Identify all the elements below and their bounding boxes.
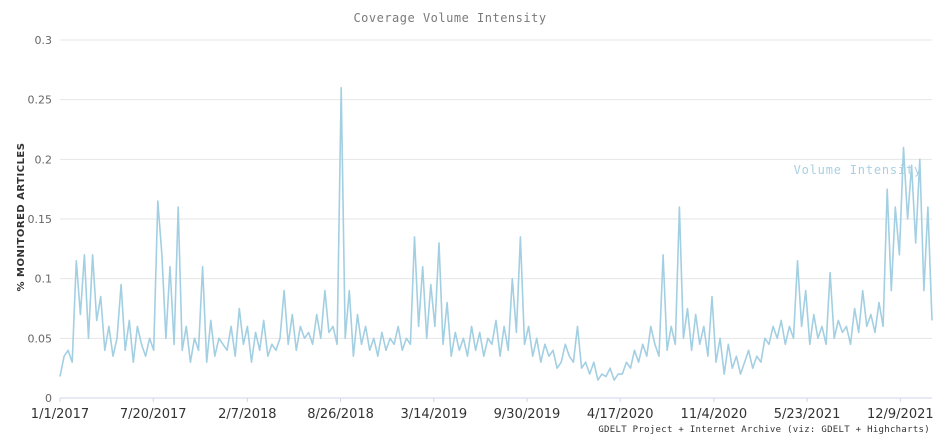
y-tick-label: 0.1 [35,273,53,286]
x-tick-label: 1/1/2017 [31,407,89,422]
x-tick-label: 4/17/2020 [587,407,654,422]
y-tick-label: 0 [45,392,52,405]
chart-title: Coverage Volume Intensity [353,11,546,25]
x-tick-label: 5/23/2021 [774,407,841,422]
x-tick-label: 12/9/2021 [867,407,934,422]
y-tick-label: 0.2 [35,153,53,166]
series-line-volume-intensity [59,86,933,381]
x-tick-label: 11/4/2020 [681,407,748,422]
y-axis-title: % MONITORED ARTICLES [16,143,27,292]
y-tick-label: 0.25 [28,94,53,107]
x-tick-label: 2/7/2018 [218,407,276,422]
series-label-volume-intensity: Volume Intensity [794,163,922,177]
x-tick-label: 8/26/2018 [307,407,374,422]
y-tick-label: 0.15 [28,213,53,226]
chart-credits: GDELT Project + Internet Archive (viz: G… [598,425,930,435]
y-tick-label: 0.05 [28,332,53,345]
x-tick-label: 7/20/2017 [120,407,187,422]
x-tick-label: 9/30/2019 [494,407,561,422]
y-tick-label: 0.3 [35,34,53,47]
x-axis-ticks: 1/1/2017 7/20/2017 2/7/2018 8/26/2018 3/14/2… [31,398,934,422]
y-axis-ticks: 0 0.05 0.1 0.15 0.2 0.25 0.3 [28,34,53,405]
x-tick-label: 3/14/2019 [400,407,467,422]
gridlines [60,39,932,339]
